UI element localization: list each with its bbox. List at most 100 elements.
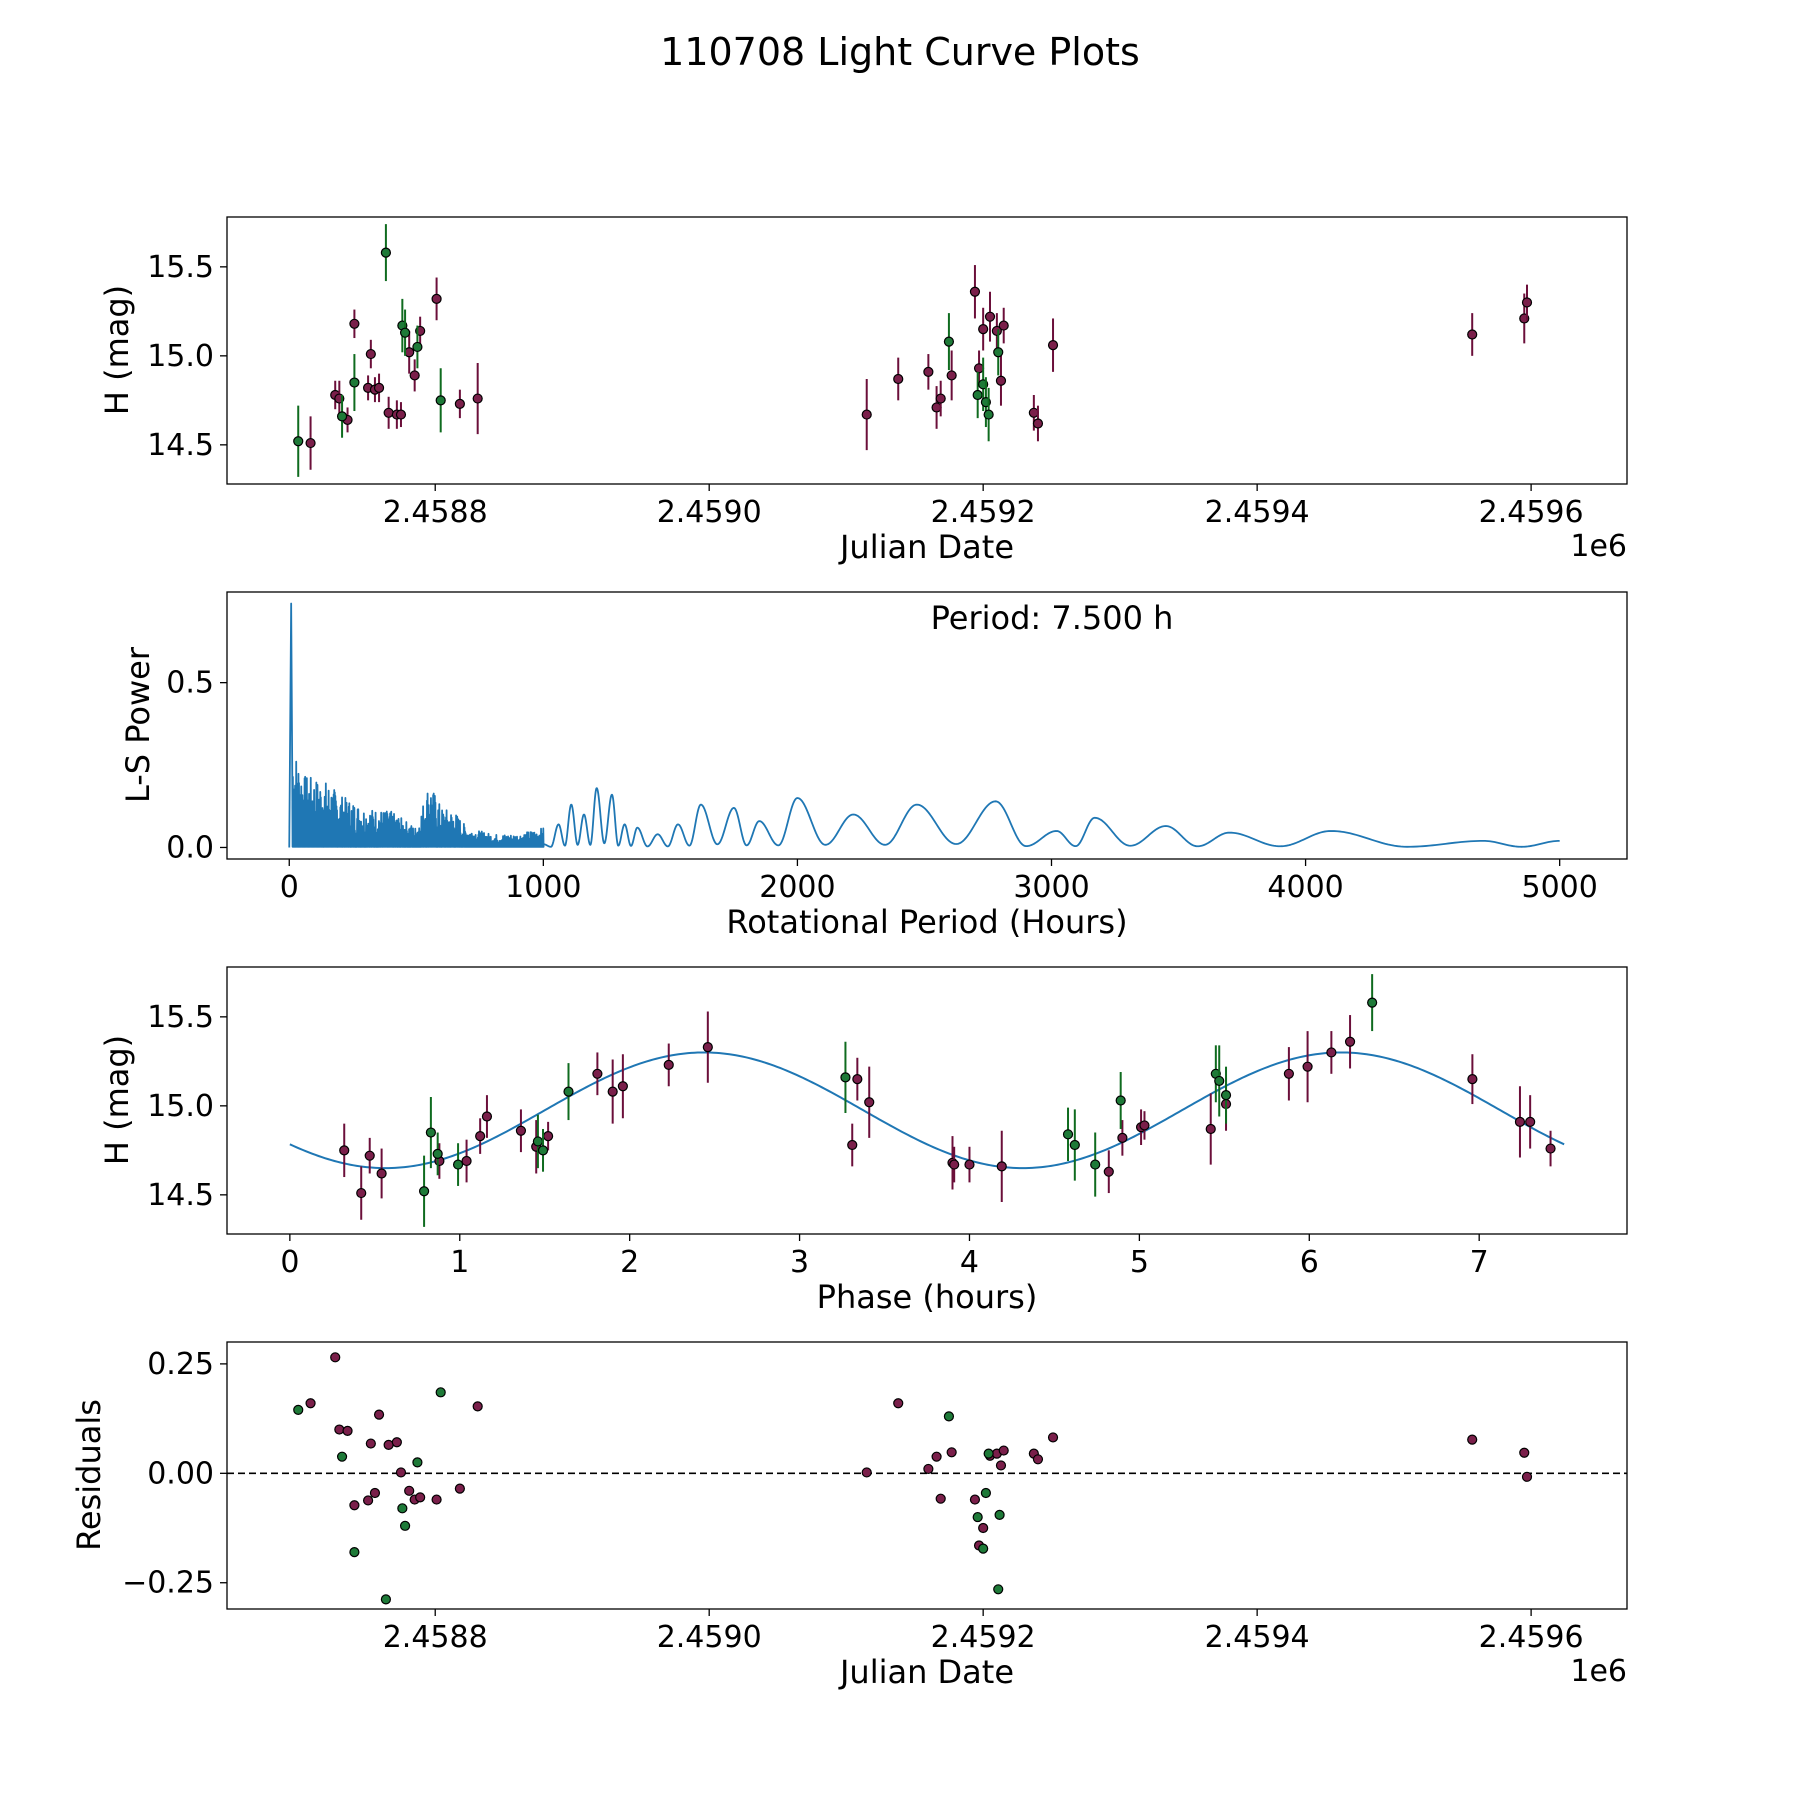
lightcurve-point-red	[861, 409, 872, 420]
periodogram-x-tick-label: 1000	[505, 870, 581, 905]
phase-point-red	[996, 1161, 1007, 1172]
residuals-point-red	[946, 1447, 957, 1458]
phase-point-red	[1205, 1123, 1216, 1135]
residuals-y-label: Residuals	[70, 1399, 108, 1551]
phase-point-red	[1514, 1116, 1526, 1127]
residuals-y-tick-label: −0.25	[122, 1566, 214, 1601]
phase-point-red	[847, 1139, 858, 1151]
residuals-point-green	[380, 1594, 392, 1605]
residuals-point-red	[472, 1401, 483, 1412]
phase-point-green	[1367, 997, 1378, 1008]
residuals-point-red	[935, 1493, 946, 1504]
residuals-point-red	[330, 1352, 341, 1363]
lightcurve-x-offset-label: 1e6	[1570, 529, 1627, 564]
residuals-point-green	[412, 1457, 423, 1468]
lightcurve-x-tick-label: 2.4588	[383, 495, 488, 530]
phase-point-red	[1302, 1061, 1313, 1072]
lightcurve-point-red	[349, 318, 360, 329]
lightcurve-point-red	[893, 373, 904, 385]
phase-y-tick-label: 14.5	[147, 1178, 214, 1213]
phase-plot-area	[289, 974, 1565, 1227]
residuals-y-tick-label: 0.00	[147, 1456, 214, 1491]
lightcurve-point-red	[383, 407, 394, 418]
lightcurve-point-red	[1047, 340, 1059, 351]
phase-point-red	[1525, 1116, 1536, 1127]
periodogram-x-tick-label: 0	[280, 870, 299, 905]
phase-point-green	[563, 1086, 574, 1097]
lightcurve-ticks: 2.4588 2.4590 2.4592 2.4594 2.4596 14.5 15.0 15…	[147, 250, 1583, 530]
lightcurve-x-label: Julian Date	[838, 528, 1014, 566]
lightcurve-point-red	[946, 370, 957, 381]
residuals-point-red	[861, 1467, 872, 1478]
residuals-point-green	[994, 1509, 1005, 1520]
panel-residuals: 2.4588 2.4590 2.4592 2.4594 2.4596 −0.25 0.00 0…	[70, 1341, 1628, 1691]
periodogram-x-tick-label: 4000	[1267, 870, 1343, 905]
residuals-point-red	[1047, 1432, 1059, 1443]
periodogram-y-tick-label: 0.5	[166, 666, 214, 701]
phase-point-red	[356, 1187, 367, 1199]
phase-point-red	[964, 1159, 975, 1170]
phase-point-red	[339, 1145, 350, 1156]
phase-point-green	[1115, 1095, 1126, 1106]
residuals-point-green	[980, 1487, 992, 1499]
residuals-point-red	[978, 1522, 989, 1534]
lightcurve-x-tick-label: 2.4596	[1479, 495, 1584, 530]
residuals-plot-area	[227, 1352, 1627, 1605]
lightcurve-x-tick-label: 2.4590	[657, 495, 762, 530]
lightcurve-point-red	[431, 293, 442, 304]
residuals-x-tick-label: 2.4594	[1205, 1620, 1310, 1655]
phase-point-red	[1344, 1036, 1356, 1047]
periodogram-y-tick-label: 0.0	[166, 830, 214, 865]
residuals-point-red	[969, 1494, 981, 1505]
phase-ticks: 0 1 2 3 4 5 6 7 14.5 15.0 15.5	[147, 1000, 1489, 1280]
lightcurve-point-red	[454, 398, 465, 409]
residuals-point-red	[369, 1487, 381, 1499]
residuals-point-red	[1032, 1454, 1044, 1465]
residuals-point-green	[983, 1448, 994, 1459]
lightcurve-point-green	[972, 389, 983, 401]
phase-point-green	[1214, 1075, 1225, 1087]
residuals-point-red	[1519, 1447, 1530, 1458]
residuals-point-red	[342, 1425, 353, 1436]
periodogram-y-label: L-S Power	[119, 646, 157, 803]
residuals-point-green	[336, 1451, 348, 1462]
phase-point-green	[432, 1148, 443, 1160]
lightcurve-point-red	[1467, 329, 1478, 340]
residuals-x-label: Julian Date	[838, 1653, 1014, 1691]
lightcurve-axes-frame	[226, 216, 1628, 485]
phase-point-green	[1090, 1159, 1101, 1170]
periodogram-x-tick-label: 5000	[1521, 870, 1597, 905]
phase-y-tick-label: 15.5	[147, 1000, 214, 1035]
residuals-point-red	[391, 1437, 402, 1448]
phase-point-green	[532, 1136, 544, 1147]
lightcurve-point-red	[472, 393, 483, 404]
residuals-point-red	[931, 1451, 942, 1462]
lightcurve-point-red	[373, 382, 385, 393]
lightcurve-point-green	[380, 247, 392, 258]
residuals-point-red	[404, 1485, 415, 1496]
figure-title: 110708 Light Curve Plots	[660, 30, 1140, 74]
phase-point-red	[663, 1059, 674, 1071]
phase-x-tick-label: 6	[1300, 1245, 1319, 1280]
lightcurve-point-red	[935, 393, 946, 404]
lightcurve-point-red	[923, 366, 934, 377]
residuals-point-red	[373, 1409, 385, 1420]
lightcurve-y-tick-label: 15.0	[147, 339, 214, 374]
residuals-axes-frame	[226, 1341, 1628, 1610]
phase-x-tick-label: 4	[960, 1245, 979, 1280]
residuals-point-green	[293, 1404, 304, 1415]
phase-point-green	[1069, 1139, 1080, 1151]
lightcurve-plot-area	[293, 224, 1533, 477]
phase-point-red	[475, 1130, 486, 1142]
periodogram-ticks: 0 1000 2000 3000 4000 5000 0.0 0.5	[166, 666, 1598, 905]
phase-point-red	[1139, 1120, 1150, 1131]
lightcurve-point-green	[349, 377, 360, 388]
phase-x-tick-label: 5	[1130, 1245, 1149, 1280]
phase-x-tick-label: 0	[280, 1245, 299, 1280]
residuals-point-red	[305, 1398, 316, 1409]
phase-point-red	[364, 1150, 375, 1161]
period-annotation: Period: 7.500 h	[931, 599, 1174, 637]
lightcurve-y-label: H (mag)	[98, 285, 136, 415]
lightcurve-point-red	[409, 370, 420, 381]
